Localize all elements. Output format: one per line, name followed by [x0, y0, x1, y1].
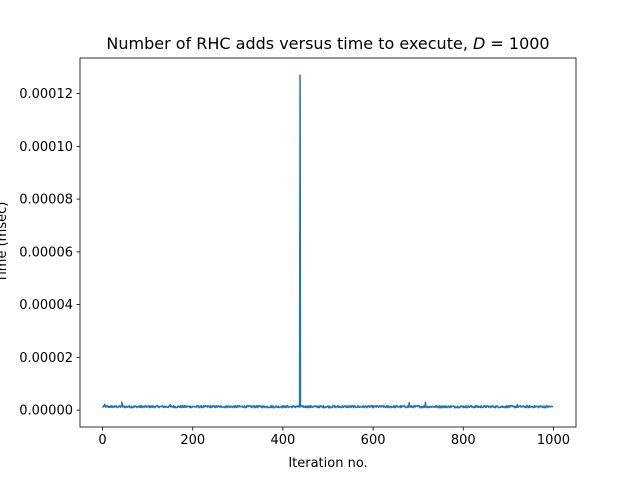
- chart-title-suffix: = 1000: [485, 34, 549, 53]
- x-tick-label: 800: [451, 433, 476, 448]
- y-tick-label: 0.00012: [19, 87, 73, 102]
- y-tick-label: 0.00006: [19, 245, 73, 260]
- chart-title: Number of RHC adds versus time to execut…: [106, 34, 549, 53]
- series-line: [101, 74, 554, 409]
- x-tick-label: 400: [270, 433, 295, 448]
- x-tick-label: 1000: [537, 433, 570, 448]
- x-tick-label: 200: [180, 433, 205, 448]
- x-axis: 0 200 400 600 800 1000: [98, 427, 570, 448]
- chart-title-prefix: Number of RHC adds versus time to execut…: [106, 34, 473, 53]
- y-axis: 0.00000 0.00002 0.00004 0.00006 0.00008 0.000…: [19, 87, 80, 419]
- y-axis-label: Time (msec): [0, 202, 10, 284]
- x-tick-label: 600: [361, 433, 386, 448]
- y-tick-label: 0.00004: [19, 298, 73, 313]
- y-tick-label: 0.00000: [19, 404, 73, 419]
- y-tick-label: 0.00002: [19, 351, 73, 366]
- x-axis-label: Iteration no.: [288, 456, 367, 471]
- y-tick-label: 0.00008: [19, 193, 73, 208]
- plot-area: [101, 74, 554, 409]
- x-tick-label: 0: [98, 433, 106, 448]
- axes-frame: [79, 57, 577, 428]
- y-tick-label: 0.00010: [19, 140, 73, 155]
- chart-title-variable: D: [473, 34, 485, 53]
